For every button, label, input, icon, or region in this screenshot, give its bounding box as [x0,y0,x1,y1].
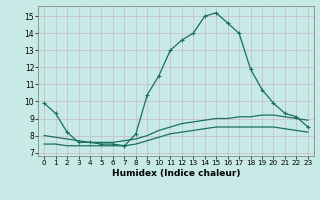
X-axis label: Humidex (Indice chaleur): Humidex (Indice chaleur) [112,169,240,178]
